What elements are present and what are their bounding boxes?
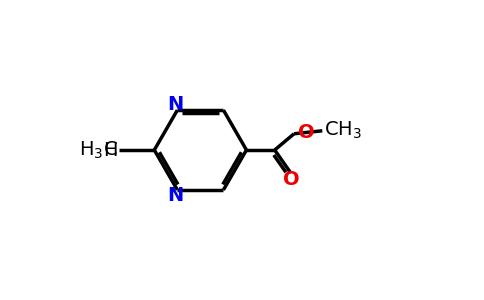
Text: N: N (167, 95, 183, 114)
Text: O: O (283, 170, 300, 189)
Text: N: N (167, 186, 183, 205)
Text: O: O (298, 123, 314, 142)
Text: $\mathregular{CH_3}$: $\mathregular{CH_3}$ (324, 120, 362, 141)
Text: H: H (103, 140, 117, 160)
Text: $\mathregular{H_3C}$: $\mathregular{H_3C}$ (79, 139, 118, 161)
